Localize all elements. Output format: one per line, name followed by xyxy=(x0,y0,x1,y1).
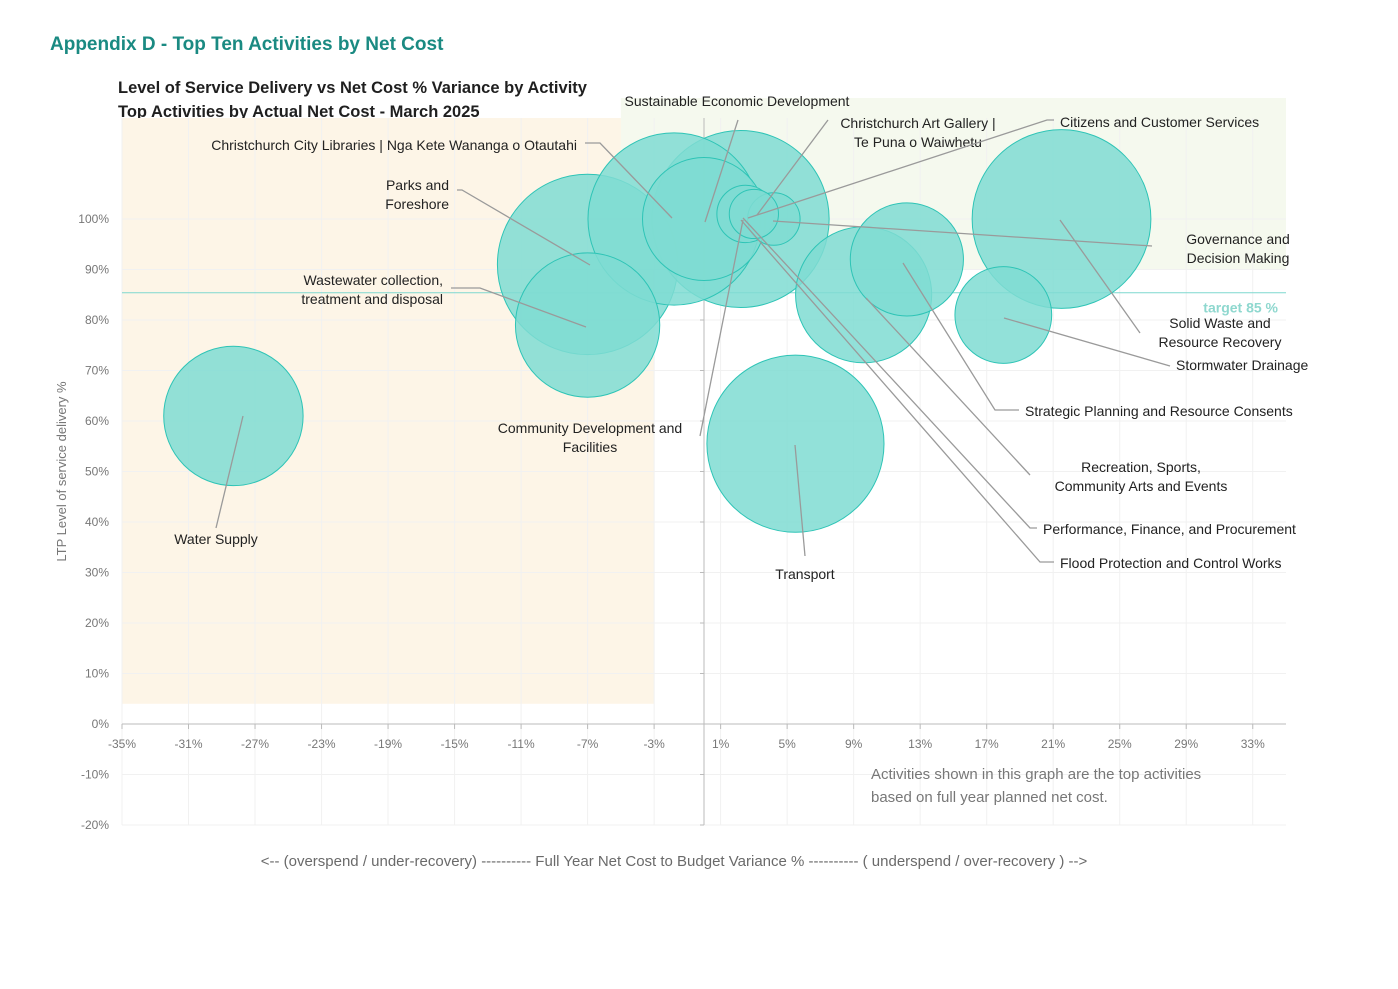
chart-note: Activities shown in this graph are the t… xyxy=(871,763,1201,809)
bubble xyxy=(954,266,1053,364)
leader-line xyxy=(740,219,1054,563)
bubble xyxy=(971,129,1152,309)
x-tick-label: -35% xyxy=(108,737,136,751)
bubble-label: Strategic Planning and Resource Consents xyxy=(1025,403,1293,419)
y-tick-label: 40% xyxy=(85,515,109,529)
x-tick-label: -15% xyxy=(441,737,469,751)
y-tick-label: 50% xyxy=(85,465,109,479)
bubble-label: Governance and xyxy=(1186,231,1290,247)
y-axis-title: LTP Level of service delivery % xyxy=(54,381,69,562)
leader-line xyxy=(756,119,829,216)
bubble xyxy=(706,354,885,533)
x-tick-label: 29% xyxy=(1174,737,1198,751)
bubble-label: treatment and disposal xyxy=(301,291,443,307)
leader-line xyxy=(451,287,587,328)
leader-line xyxy=(215,415,244,529)
y-tick-label: 30% xyxy=(85,566,109,580)
bubble-label: Stormwater Drainage xyxy=(1176,357,1308,373)
x-tick-label: -27% xyxy=(241,737,269,751)
bubble-label: Performance, Finance, and Procurement xyxy=(1043,521,1296,537)
x-tick-label: 17% xyxy=(975,737,999,751)
x-tick-label: -19% xyxy=(374,737,402,751)
leader-line xyxy=(585,142,673,219)
y-tick-label: 10% xyxy=(85,667,109,681)
bubble-label: Sustainable Economic Development xyxy=(625,93,850,109)
x-tick-label: 33% xyxy=(1241,737,1265,751)
bubble-label: Flood Protection and Control Works xyxy=(1060,555,1282,571)
bubble xyxy=(163,345,304,487)
y-tick-label: 90% xyxy=(85,263,109,277)
y-tick-label: 80% xyxy=(85,313,109,327)
leader-line xyxy=(699,219,744,437)
y-tick-label: 0% xyxy=(92,717,110,731)
leader-line xyxy=(865,297,1031,476)
bubble-label: Wastewater collection, xyxy=(303,272,443,288)
page-heading: Appendix D - Top Ten Activities by Net C… xyxy=(50,34,444,55)
leader-line xyxy=(1003,317,1171,367)
chart-note-line-2: based on full year planned net cost. xyxy=(871,789,1108,806)
bubble-label: Water Supply xyxy=(174,531,258,547)
leader-line xyxy=(742,217,1037,529)
bubble-label: Decision Making xyxy=(1187,250,1290,266)
bubble-label: Solid Waste and xyxy=(1169,315,1270,331)
y-tick-label: 70% xyxy=(85,364,109,378)
bubble-label: Resource Recovery xyxy=(1159,334,1282,350)
bubble-label: Christchurch City Libraries | Nga Kete W… xyxy=(211,137,577,153)
x-tick-label: -3% xyxy=(643,737,665,751)
y-tick-label: 60% xyxy=(85,414,109,428)
y-tick-label: 20% xyxy=(85,616,109,630)
leader-line xyxy=(704,119,739,223)
bubble-label: Citizens and Customer Services xyxy=(1060,114,1259,130)
leader-line xyxy=(1059,219,1141,334)
bubble-label: Community Development and xyxy=(498,420,682,436)
x-tick-label: -31% xyxy=(175,737,203,751)
leader-line xyxy=(747,119,1054,219)
bubble-label: Facilities xyxy=(563,439,617,455)
x-tick-label: 5% xyxy=(778,737,796,751)
x-tick-label: 1% xyxy=(712,737,730,751)
chart-title: Level of Service Delivery vs Net Cost % … xyxy=(118,79,587,97)
bubble-label: Te Puna o Waiwhetu xyxy=(854,134,982,150)
y-tick-label: 100% xyxy=(78,212,109,226)
leader-line xyxy=(457,189,591,266)
y-tick-label: -20% xyxy=(81,818,109,832)
x-tick-label: 25% xyxy=(1108,737,1132,751)
bubble-label: Recreation, Sports, xyxy=(1081,459,1201,475)
y-tick-label: -10% xyxy=(81,768,109,782)
leader-line xyxy=(902,262,1019,411)
x-tick-label: 21% xyxy=(1041,737,1065,751)
x-tick-label: -7% xyxy=(577,737,599,751)
bubble-label: Foreshore xyxy=(385,196,449,212)
x-axis-title: <-- (overspend / under-recovery) -------… xyxy=(260,853,1088,870)
bubble-label: Transport xyxy=(775,566,835,582)
bubble-label: Christchurch Art Gallery | xyxy=(840,115,995,131)
leader-line xyxy=(794,444,806,557)
bubble xyxy=(514,252,661,398)
x-tick-label: -11% xyxy=(508,737,535,751)
x-tick-label: -23% xyxy=(308,737,336,751)
leader-line xyxy=(772,220,1153,247)
x-tick-label: 9% xyxy=(845,737,863,751)
chart-title-block: Level of Service Delivery vs Net Cost % … xyxy=(118,76,587,124)
bubble-label: Community Arts and Events xyxy=(1055,478,1228,494)
bubble-label: Parks and xyxy=(386,177,449,193)
chart-note-line-1: Activities shown in this graph are the t… xyxy=(871,766,1202,783)
chart-subtitle: Top Activities by Actual Net Cost - Marc… xyxy=(118,103,480,121)
x-tick-label: 13% xyxy=(908,737,932,751)
target-label: target 85 % xyxy=(1203,300,1278,316)
